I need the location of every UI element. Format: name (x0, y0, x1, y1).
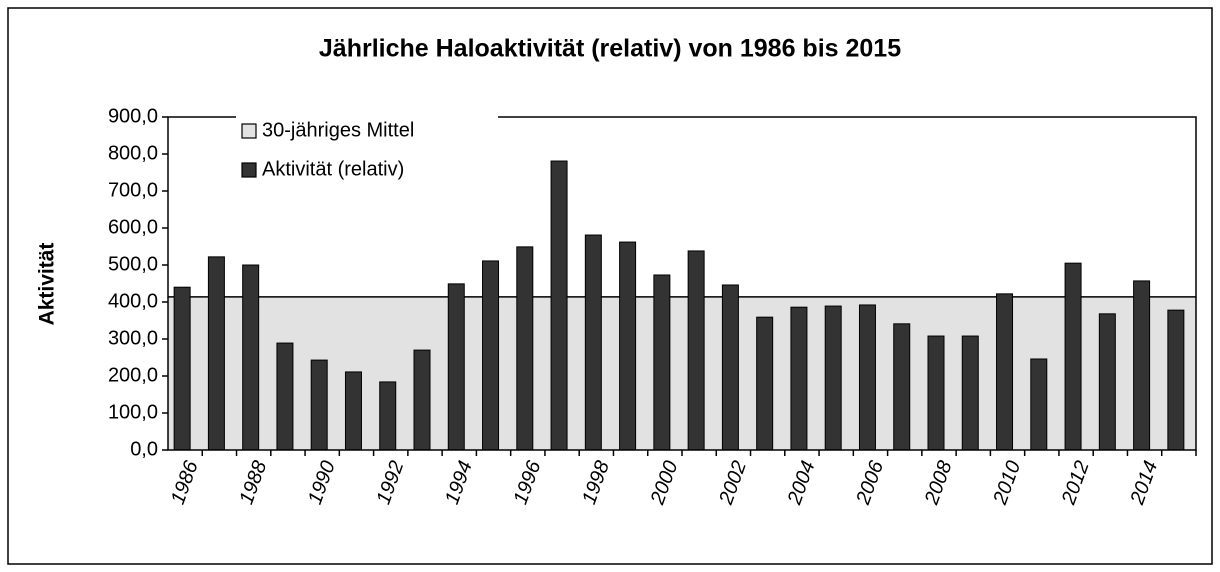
y-tick-label: 800,0 (108, 142, 158, 164)
bar (858, 304, 876, 451)
legend-swatch (241, 123, 257, 139)
bar (516, 246, 534, 451)
y-tick-label: 500,0 (108, 253, 158, 275)
y-tick-label: 700,0 (108, 179, 158, 201)
bar (447, 283, 465, 451)
y-tick-label: 300,0 (108, 327, 158, 349)
bar (550, 160, 568, 451)
y-axis-label: Aktivität (36, 243, 59, 326)
bar (1167, 309, 1185, 451)
y-tick-label: 900,0 (108, 105, 158, 127)
y-tick-label: 400,0 (108, 290, 158, 312)
bar (721, 284, 739, 451)
bar (1030, 358, 1048, 451)
bar (824, 305, 842, 451)
bar (1064, 262, 1082, 451)
bar (927, 335, 945, 451)
bar (961, 335, 979, 451)
bar (619, 241, 637, 451)
bar (996, 293, 1014, 451)
y-tick-label: 0,0 (130, 438, 158, 460)
bar (310, 359, 328, 451)
chart-title: Jährliche Haloaktivität (relativ) von 19… (319, 35, 901, 63)
bar (687, 250, 705, 451)
bar (1098, 313, 1116, 451)
bar (413, 349, 431, 451)
bar (242, 264, 260, 451)
bar (482, 260, 500, 451)
bar (790, 306, 808, 451)
bar (653, 274, 671, 451)
bar (379, 381, 397, 451)
bar (756, 316, 774, 451)
y-tick-label: 200,0 (108, 364, 158, 386)
bar (207, 256, 225, 451)
legend-swatch (241, 162, 257, 178)
y-tick-label: 100,0 (108, 401, 158, 423)
bar (173, 286, 191, 451)
legend-box (236, 104, 498, 190)
y-tick-label: 600,0 (108, 216, 158, 238)
legend-label: Aktivität (relativ) (262, 158, 404, 180)
legend-label: 30-jähriges Mittel (262, 119, 414, 141)
bar (1133, 280, 1151, 451)
bar (893, 323, 911, 451)
bar (344, 371, 362, 451)
bar (276, 342, 294, 451)
bar (584, 234, 602, 451)
